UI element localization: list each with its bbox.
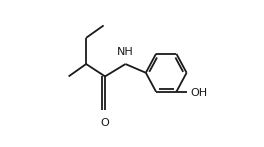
- Text: O: O: [101, 118, 110, 128]
- Text: NH: NH: [117, 47, 134, 57]
- Text: OH: OH: [190, 88, 207, 98]
